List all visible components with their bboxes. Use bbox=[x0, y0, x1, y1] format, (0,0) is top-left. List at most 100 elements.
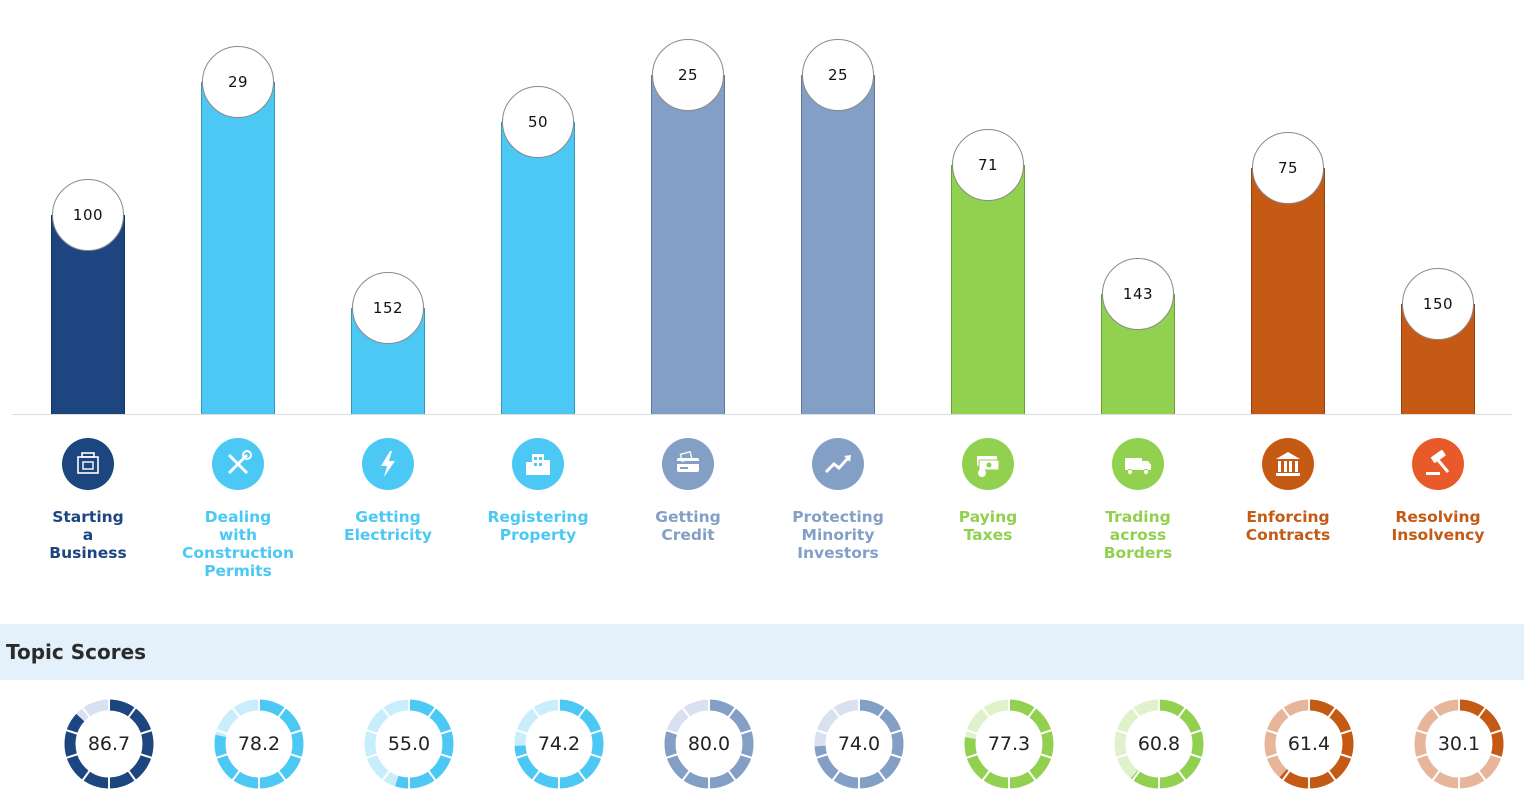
score-ring-protecting-minority-investors: 74.0 bbox=[811, 696, 907, 792]
score-value: 60.8 bbox=[1137, 733, 1181, 755]
score-ring-divider bbox=[289, 752, 304, 760]
score-ring-registering-property: 74.2 bbox=[511, 696, 607, 792]
score-ring-divider bbox=[1039, 752, 1054, 760]
score-ring-divider bbox=[1327, 706, 1337, 719]
score-ring-divider bbox=[1431, 706, 1441, 719]
score-ring-divider bbox=[1264, 728, 1279, 736]
score-ring-divider bbox=[277, 706, 287, 719]
topic-label: Paying Taxes bbox=[958, 508, 1018, 544]
score-ring-divider bbox=[1431, 769, 1441, 782]
score-value: 86.7 bbox=[87, 733, 131, 755]
score-ring-divider bbox=[727, 706, 737, 719]
topic-getting-credit: Getting Credit bbox=[613, 438, 763, 544]
score-ring-divider bbox=[1114, 728, 1129, 736]
rank-label-protecting-minority-investors: 25 bbox=[802, 39, 874, 112]
score-ring-divider bbox=[831, 706, 841, 719]
score-ring-divider bbox=[1281, 769, 1291, 782]
score-ring-divider bbox=[877, 706, 887, 719]
score-ring-divider bbox=[1327, 769, 1337, 782]
score-value: 80.0 bbox=[687, 733, 731, 755]
topic-label: Trading across Borders bbox=[1103, 508, 1173, 562]
topic-label: Dealing with Construction Permits bbox=[182, 508, 294, 580]
chart-baseline bbox=[12, 414, 1512, 415]
topic-label: Enforcing Contracts bbox=[1245, 508, 1331, 544]
topic-resolving-insolvency: Resolving Insolvency bbox=[1363, 438, 1513, 544]
score-ring-divider bbox=[64, 728, 79, 736]
score-ring-divider bbox=[1177, 769, 1187, 782]
score-ring-divider bbox=[589, 752, 604, 760]
score-ring-divider bbox=[277, 769, 287, 782]
score-value: 74.0 bbox=[837, 733, 881, 755]
score-value: 74.2 bbox=[537, 733, 581, 755]
score-ring-divider bbox=[981, 769, 991, 782]
office-building-icon bbox=[62, 438, 114, 490]
score-ring-divider bbox=[964, 752, 979, 760]
score-ring-divider bbox=[427, 706, 437, 719]
score-ring-divider bbox=[1264, 752, 1279, 760]
bar-registering-property bbox=[501, 121, 575, 414]
score-ring-divider bbox=[1027, 706, 1037, 719]
buildings-icon bbox=[512, 438, 564, 490]
credit-card-icon bbox=[662, 438, 714, 490]
topic-starting-a-business: Starting a Business bbox=[13, 438, 163, 562]
score-ring-divider bbox=[981, 706, 991, 719]
courthouse-icon bbox=[1262, 438, 1314, 490]
score-ring-divider bbox=[1414, 752, 1429, 760]
score-ring-divider bbox=[514, 728, 529, 736]
score-ring-divider bbox=[231, 769, 241, 782]
rank-label-resolving-insolvency: 150 bbox=[1402, 268, 1474, 341]
score-ring-divider bbox=[1131, 769, 1141, 782]
topic-dealing-with-construction-permits: Dealing with Construction Permits bbox=[163, 438, 313, 580]
rank-label-getting-electricity: 152 bbox=[352, 271, 424, 344]
bar-protecting-minority-investors bbox=[801, 75, 875, 414]
score-ring-divider bbox=[964, 728, 979, 736]
score-ring-divider bbox=[439, 752, 454, 760]
score-ring-divider bbox=[1131, 706, 1141, 719]
score-ring-divider bbox=[81, 706, 91, 719]
score-ring-divider bbox=[1039, 728, 1054, 736]
score-ring-divider bbox=[1489, 752, 1504, 760]
bar-getting-credit bbox=[651, 75, 725, 414]
rankings-bar-chart: 100 29 152 50 25 25 71 143 75 150 bbox=[12, 39, 1512, 415]
score-ring-divider bbox=[1027, 769, 1037, 782]
gavel-icon bbox=[1412, 438, 1464, 490]
score-ring-divider bbox=[877, 769, 887, 782]
rank-label-dealing-with-construction-permits: 29 bbox=[202, 46, 274, 118]
score-ring-divider bbox=[64, 752, 79, 760]
score-ring-dealing-with-construction-permits: 78.2 bbox=[211, 696, 307, 792]
score-value: 55.0 bbox=[387, 733, 431, 755]
topic-paying-taxes: Paying Taxes bbox=[913, 438, 1063, 544]
topic-label: Starting a Business bbox=[49, 508, 127, 562]
trend-arrow-icon bbox=[812, 438, 864, 490]
score-ring-divider bbox=[681, 769, 691, 782]
score-ring-divider bbox=[664, 728, 679, 736]
score-ring-divider bbox=[214, 728, 229, 736]
score-ring-divider bbox=[381, 769, 391, 782]
score-ring-starting-a-business: 86.7 bbox=[61, 696, 157, 792]
rank-label-starting-a-business: 100 bbox=[52, 178, 124, 251]
score-value: 30.1 bbox=[1437, 733, 1481, 755]
topic-label: Getting Credit bbox=[655, 508, 721, 544]
score-ring-divider bbox=[427, 769, 437, 782]
score-ring-divider bbox=[739, 728, 754, 736]
score-ring-divider bbox=[1477, 769, 1487, 782]
score-ring-divider bbox=[1177, 706, 1187, 719]
score-ring-divider bbox=[514, 752, 529, 760]
score-ring-resolving-insolvency: 30.1 bbox=[1411, 696, 1507, 792]
score-ring-divider bbox=[681, 706, 691, 719]
score-ring-divider bbox=[1339, 752, 1354, 760]
score-ring-divider bbox=[889, 728, 904, 736]
score-ring-divider bbox=[739, 752, 754, 760]
score-ring-divider bbox=[231, 706, 241, 719]
score-ring-divider bbox=[1339, 728, 1354, 736]
score-ring-divider bbox=[127, 706, 137, 719]
score-ring-divider bbox=[831, 769, 841, 782]
score-ring-divider bbox=[727, 769, 737, 782]
section-title: Topic Scores bbox=[6, 640, 147, 664]
score-ring-getting-credit: 80.0 bbox=[661, 696, 757, 792]
score-ring-divider bbox=[1189, 728, 1204, 736]
bar-paying-taxes bbox=[951, 165, 1025, 414]
score-ring-divider bbox=[214, 752, 229, 760]
topic-label: Resolving Insolvency bbox=[1391, 508, 1485, 544]
score-ring-enforcing-contracts: 61.4 bbox=[1261, 696, 1357, 792]
